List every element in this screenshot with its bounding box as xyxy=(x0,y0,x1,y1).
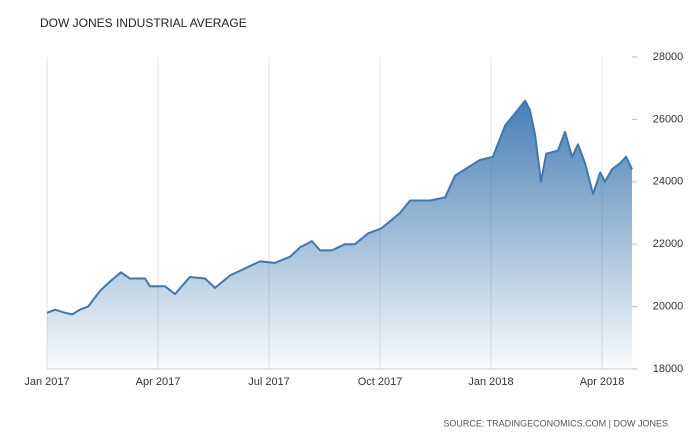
x-tick-label: Jul 2017 xyxy=(248,376,290,388)
chart-title: DOW JONES INDUSTRIAL AVERAGE xyxy=(40,16,247,30)
y-tick-label: 20000 xyxy=(653,301,684,313)
y-tick-label: 28000 xyxy=(653,51,684,63)
x-tick-label: Apr 2018 xyxy=(580,376,625,388)
y-tick-label: 26000 xyxy=(653,113,684,125)
x-tick-label: Apr 2017 xyxy=(136,376,181,388)
y-tick-label: 24000 xyxy=(653,176,684,188)
x-tick-label: Jan 2018 xyxy=(468,376,513,388)
line xyxy=(46,99,633,316)
y-tick-label: 18000 xyxy=(653,363,684,375)
source-note: SOURCE: TRADINGECONOMICS.COM | DOW JONES xyxy=(443,418,668,428)
area-fill xyxy=(47,100,632,369)
x-tick-label: Jan 2017 xyxy=(24,376,69,388)
y-tick-label: 22000 xyxy=(653,238,684,250)
x-tick-label: Oct 2017 xyxy=(358,376,403,388)
